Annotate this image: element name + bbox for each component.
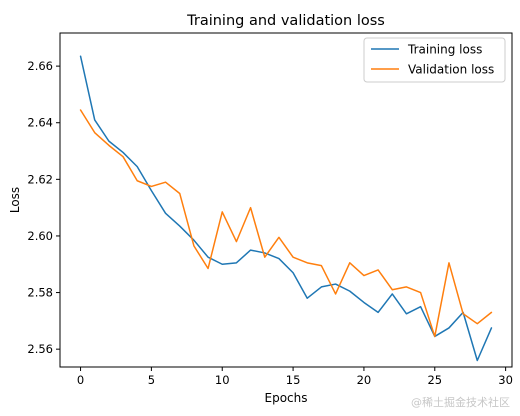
- axes: 0 5 10 15 20 25 30 2.56 2.58 2.60 2.62 2.64 2.66: [27, 59, 513, 387]
- x-tick-label: 15: [286, 373, 301, 387]
- x-axis-label: Epochs: [265, 391, 308, 405]
- legend-label-training: Training loss: [407, 43, 482, 57]
- y-tick-label: 2.66: [27, 59, 53, 73]
- plot-frame: [59, 32, 513, 368]
- legend: Training loss Validation loss: [363, 37, 506, 83]
- chart-title: Training and validation loss: [186, 13, 385, 29]
- watermark-text: @稀土掘金技术社区: [411, 396, 510, 409]
- y-tick-label: 2.60: [27, 229, 53, 243]
- y-tick-label: 2.58: [27, 286, 53, 300]
- series-line-training: [79, 55, 493, 362]
- x-tick-label: 20: [357, 373, 372, 387]
- x-tick-label: 0: [77, 373, 84, 387]
- legend-box: [363, 37, 506, 83]
- y-tick-label: 2.64: [27, 116, 53, 130]
- plot-background: [60, 33, 512, 367]
- x-tick-label: 5: [148, 373, 155, 387]
- x-tick-label: 10: [215, 373, 230, 387]
- x-tick-label: 30: [498, 373, 513, 387]
- y-axis-label: Loss: [8, 187, 22, 213]
- legend-label-validation: Validation loss: [408, 63, 494, 77]
- x-tick-label: 25: [427, 373, 442, 387]
- chart-marks: [79, 55, 493, 362]
- series-line-validation: [79, 109, 493, 338]
- y-tick-label: 2.56: [27, 342, 53, 356]
- y-tick-label: 2.62: [27, 172, 53, 186]
